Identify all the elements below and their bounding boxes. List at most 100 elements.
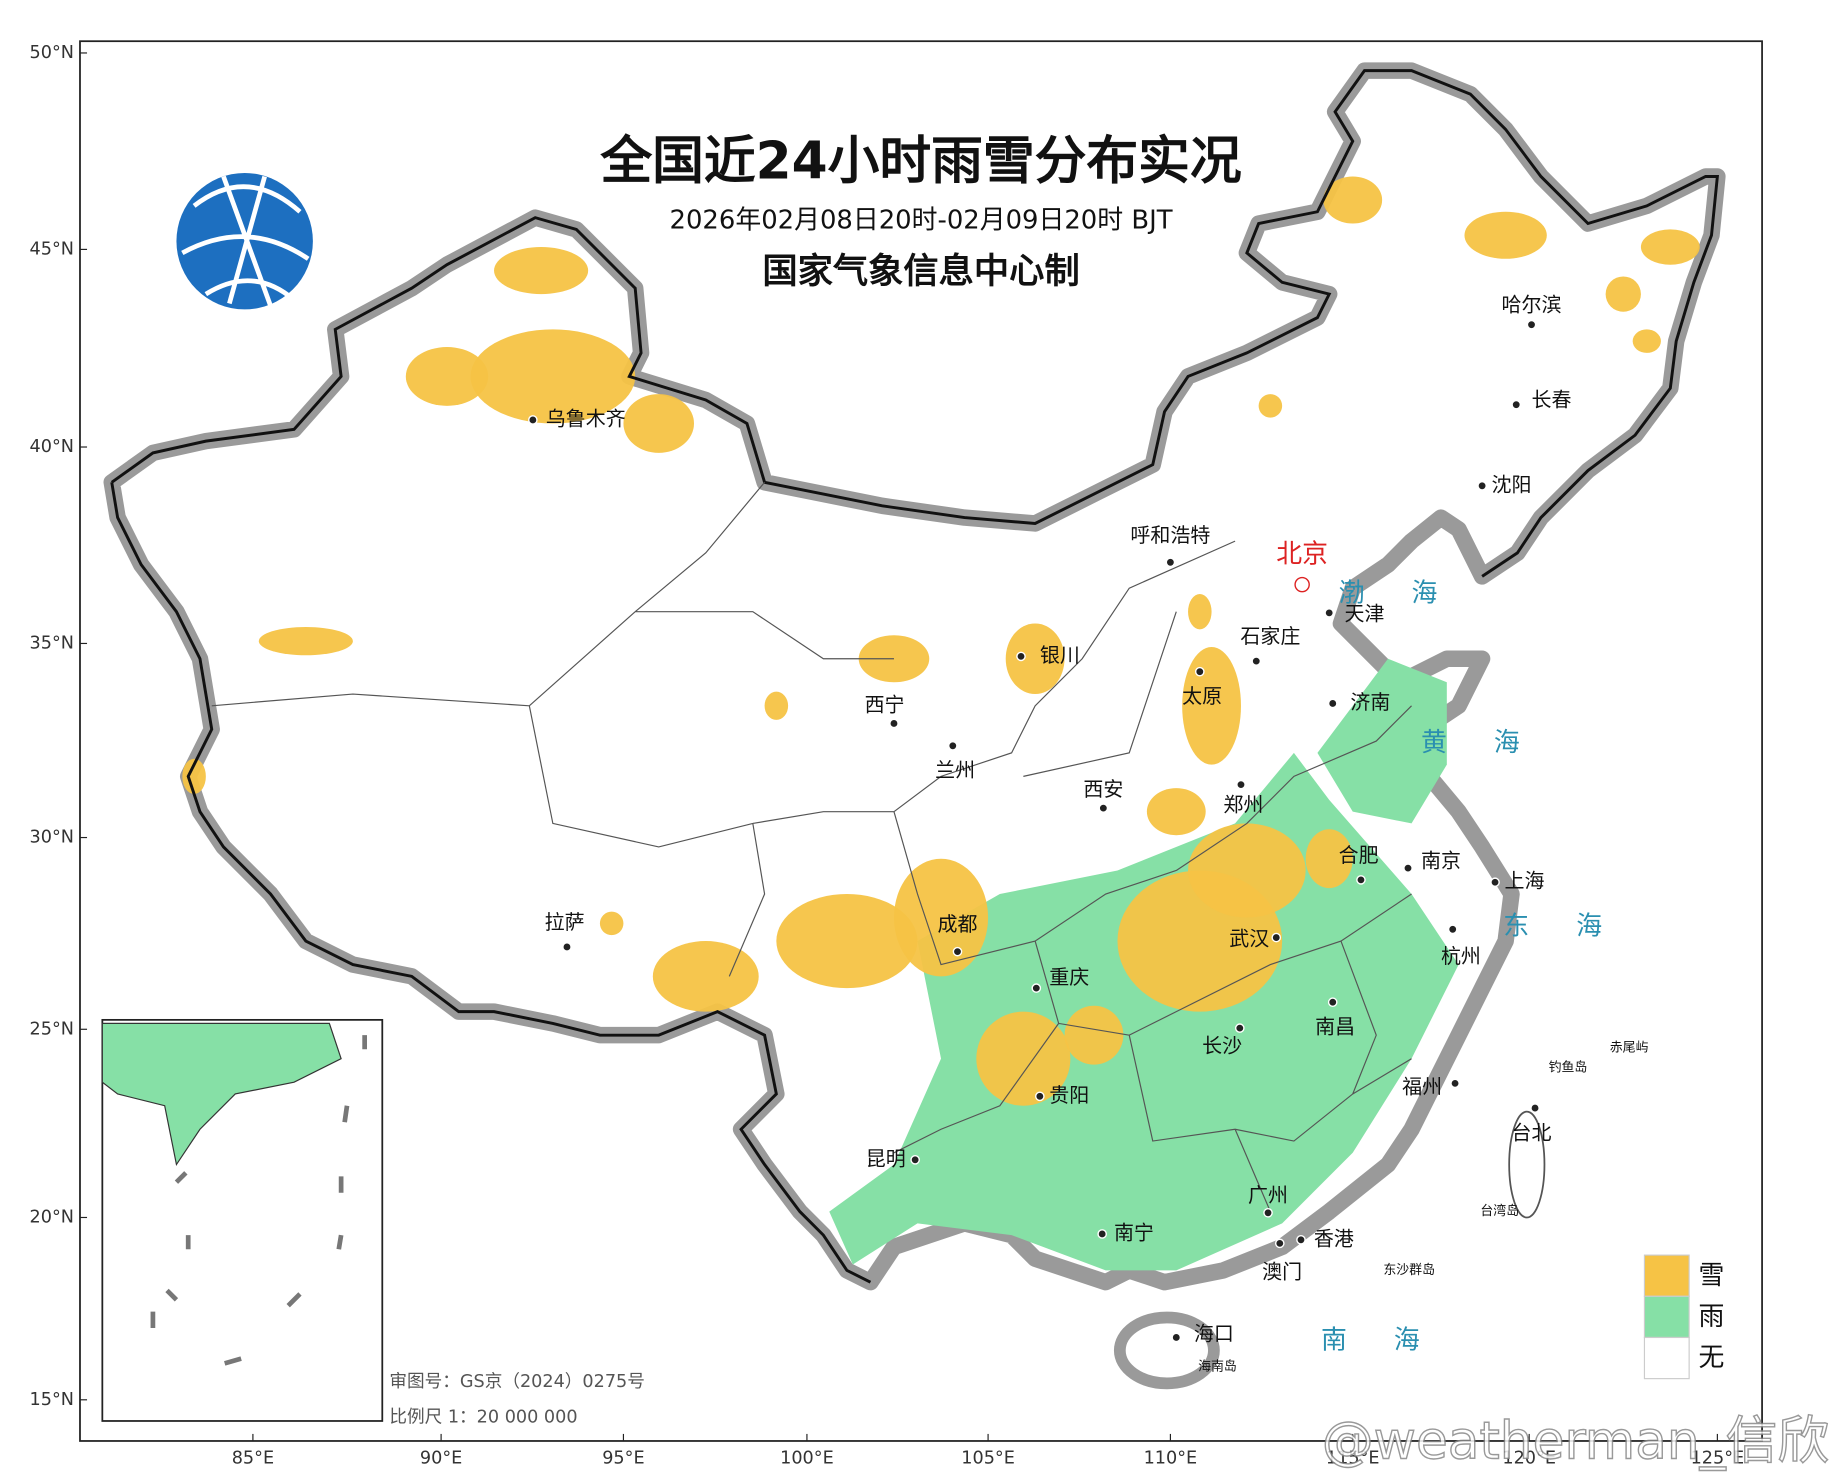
snow-area bbox=[652, 941, 759, 1012]
latitude-label: 45°N bbox=[30, 239, 74, 259]
longitude-label: 85°E bbox=[232, 1449, 274, 1469]
city-label: 福州 bbox=[1402, 1075, 1442, 1099]
province-borders bbox=[211, 481, 1412, 1212]
longitude-label: 95°E bbox=[602, 1449, 644, 1469]
sea-label: 渤海 bbox=[1339, 579, 1485, 609]
city-dot bbox=[952, 946, 963, 957]
city-dot bbox=[1356, 875, 1366, 885]
snow-area bbox=[1188, 823, 1306, 918]
city-dot bbox=[1490, 877, 1500, 888]
city-label: 广州 bbox=[1248, 1183, 1288, 1207]
city-label: 杭州 bbox=[1441, 944, 1481, 968]
snow-area bbox=[182, 758, 206, 795]
city-dot bbox=[1324, 608, 1335, 618]
snow-area bbox=[1632, 329, 1661, 353]
taiwan bbox=[1508, 1110, 1546, 1219]
snow-area bbox=[976, 1011, 1071, 1106]
city-label: 重庆 bbox=[1049, 965, 1089, 989]
city-dot bbox=[1447, 924, 1458, 935]
city-dot bbox=[1403, 863, 1413, 873]
city-label: 武汉 bbox=[1229, 926, 1269, 950]
city-dot bbox=[1016, 651, 1026, 662]
city-label: 南昌 bbox=[1315, 1015, 1355, 1039]
snow-area bbox=[1605, 276, 1641, 312]
city-label: 长沙 bbox=[1202, 1033, 1242, 1057]
period: 2026年02月08日20时-02月09日20时 BJT bbox=[670, 206, 1173, 236]
snow-area bbox=[1182, 646, 1241, 765]
city-dot bbox=[1526, 319, 1537, 330]
rain-area bbox=[1317, 658, 1447, 824]
city-label: 石家庄 bbox=[1240, 624, 1300, 648]
city-dot bbox=[1296, 1235, 1306, 1245]
map-frame bbox=[79, 40, 1763, 1442]
city-label: 合肥 bbox=[1339, 843, 1379, 867]
city-label: 西安 bbox=[1083, 777, 1123, 801]
city-label: 长春 bbox=[1532, 388, 1572, 412]
island-label: 台湾岛 bbox=[1480, 1203, 1519, 1219]
longitude-label: 110°E bbox=[1144, 1449, 1198, 1469]
longitude-label: 120°E bbox=[1502, 1449, 1556, 1469]
city-label: 哈尔滨 bbox=[1502, 292, 1562, 316]
city-label: 北京 bbox=[1276, 540, 1328, 570]
city-label: 成都 bbox=[938, 912, 978, 936]
city-dot bbox=[1251, 656, 1262, 666]
latitude-label: 40°N bbox=[30, 437, 74, 457]
inset-land bbox=[101, 1022, 342, 1167]
city-dot bbox=[1165, 557, 1176, 568]
map-scale: 比例尺 1：20 000 000 bbox=[389, 1406, 577, 1427]
city-label: 西宁 bbox=[865, 692, 905, 716]
island-label: 海南岛 bbox=[1198, 1358, 1237, 1374]
snow-area bbox=[405, 347, 489, 406]
city-label: 昆明 bbox=[866, 1146, 906, 1170]
legend-label: 雨 bbox=[1699, 1302, 1725, 1332]
snow-area bbox=[1640, 229, 1700, 265]
city-label: 南宁 bbox=[1114, 1220, 1154, 1244]
title: 全国近24小时雨雪分布实况 bbox=[599, 132, 1241, 192]
legend: 雪雨无 bbox=[1643, 1254, 1725, 1380]
sea-label: 东海 bbox=[1503, 911, 1649, 941]
city-dot bbox=[1234, 1023, 1245, 1033]
inset-dashes bbox=[150, 1035, 367, 1366]
longitude-label: 105°E bbox=[961, 1449, 1015, 1469]
city-label: 呼和浩特 bbox=[1130, 523, 1210, 547]
city-dot bbox=[1327, 997, 1338, 1008]
city-label: 银川 bbox=[1040, 643, 1080, 667]
city-label: 拉萨 bbox=[545, 910, 585, 934]
precipitation bbox=[182, 176, 1700, 1271]
city-dot bbox=[1035, 1091, 1045, 1102]
latitude-label: 50°N bbox=[30, 43, 74, 63]
latitude-label: 25°N bbox=[30, 1019, 74, 1039]
snow-area bbox=[623, 394, 695, 453]
city-label: 沈阳 bbox=[1492, 472, 1532, 496]
city-dot bbox=[889, 718, 899, 729]
snow-area bbox=[494, 247, 589, 295]
city-dot bbox=[1477, 481, 1487, 491]
city-dot bbox=[947, 740, 958, 751]
snow-area bbox=[1464, 211, 1547, 259]
city-label: 天津 bbox=[1344, 602, 1384, 626]
logo bbox=[176, 172, 313, 310]
city-label: 太原 bbox=[1182, 684, 1222, 708]
snow-area bbox=[764, 691, 789, 720]
china-border bbox=[110, 69, 1719, 1284]
legend-swatch bbox=[1643, 1295, 1690, 1339]
city-dot bbox=[1530, 1103, 1540, 1113]
latitude-label: 35°N bbox=[30, 633, 74, 653]
city-label: 台北 bbox=[1512, 1120, 1552, 1144]
city-dot bbox=[1294, 576, 1310, 593]
watermark: @weatherman_信欣 bbox=[1322, 1412, 1829, 1472]
longitude-label: 100°E bbox=[780, 1449, 834, 1469]
city-label: 海口 bbox=[1194, 1322, 1234, 1346]
city-label: 济南 bbox=[1350, 690, 1390, 714]
city-dot bbox=[562, 942, 572, 952]
city-dot bbox=[1098, 803, 1109, 813]
logo-lines bbox=[181, 175, 310, 307]
snow-area bbox=[776, 894, 918, 989]
city-dot bbox=[1450, 1078, 1460, 1089]
snow-area bbox=[1188, 594, 1212, 630]
snow-area bbox=[1323, 176, 1383, 224]
longitude-label: 90°E bbox=[420, 1449, 462, 1469]
longitude-label: 115°E bbox=[1326, 1449, 1380, 1469]
sea-label: 黄海 bbox=[1421, 728, 1567, 758]
city-label: 上海 bbox=[1504, 869, 1544, 893]
